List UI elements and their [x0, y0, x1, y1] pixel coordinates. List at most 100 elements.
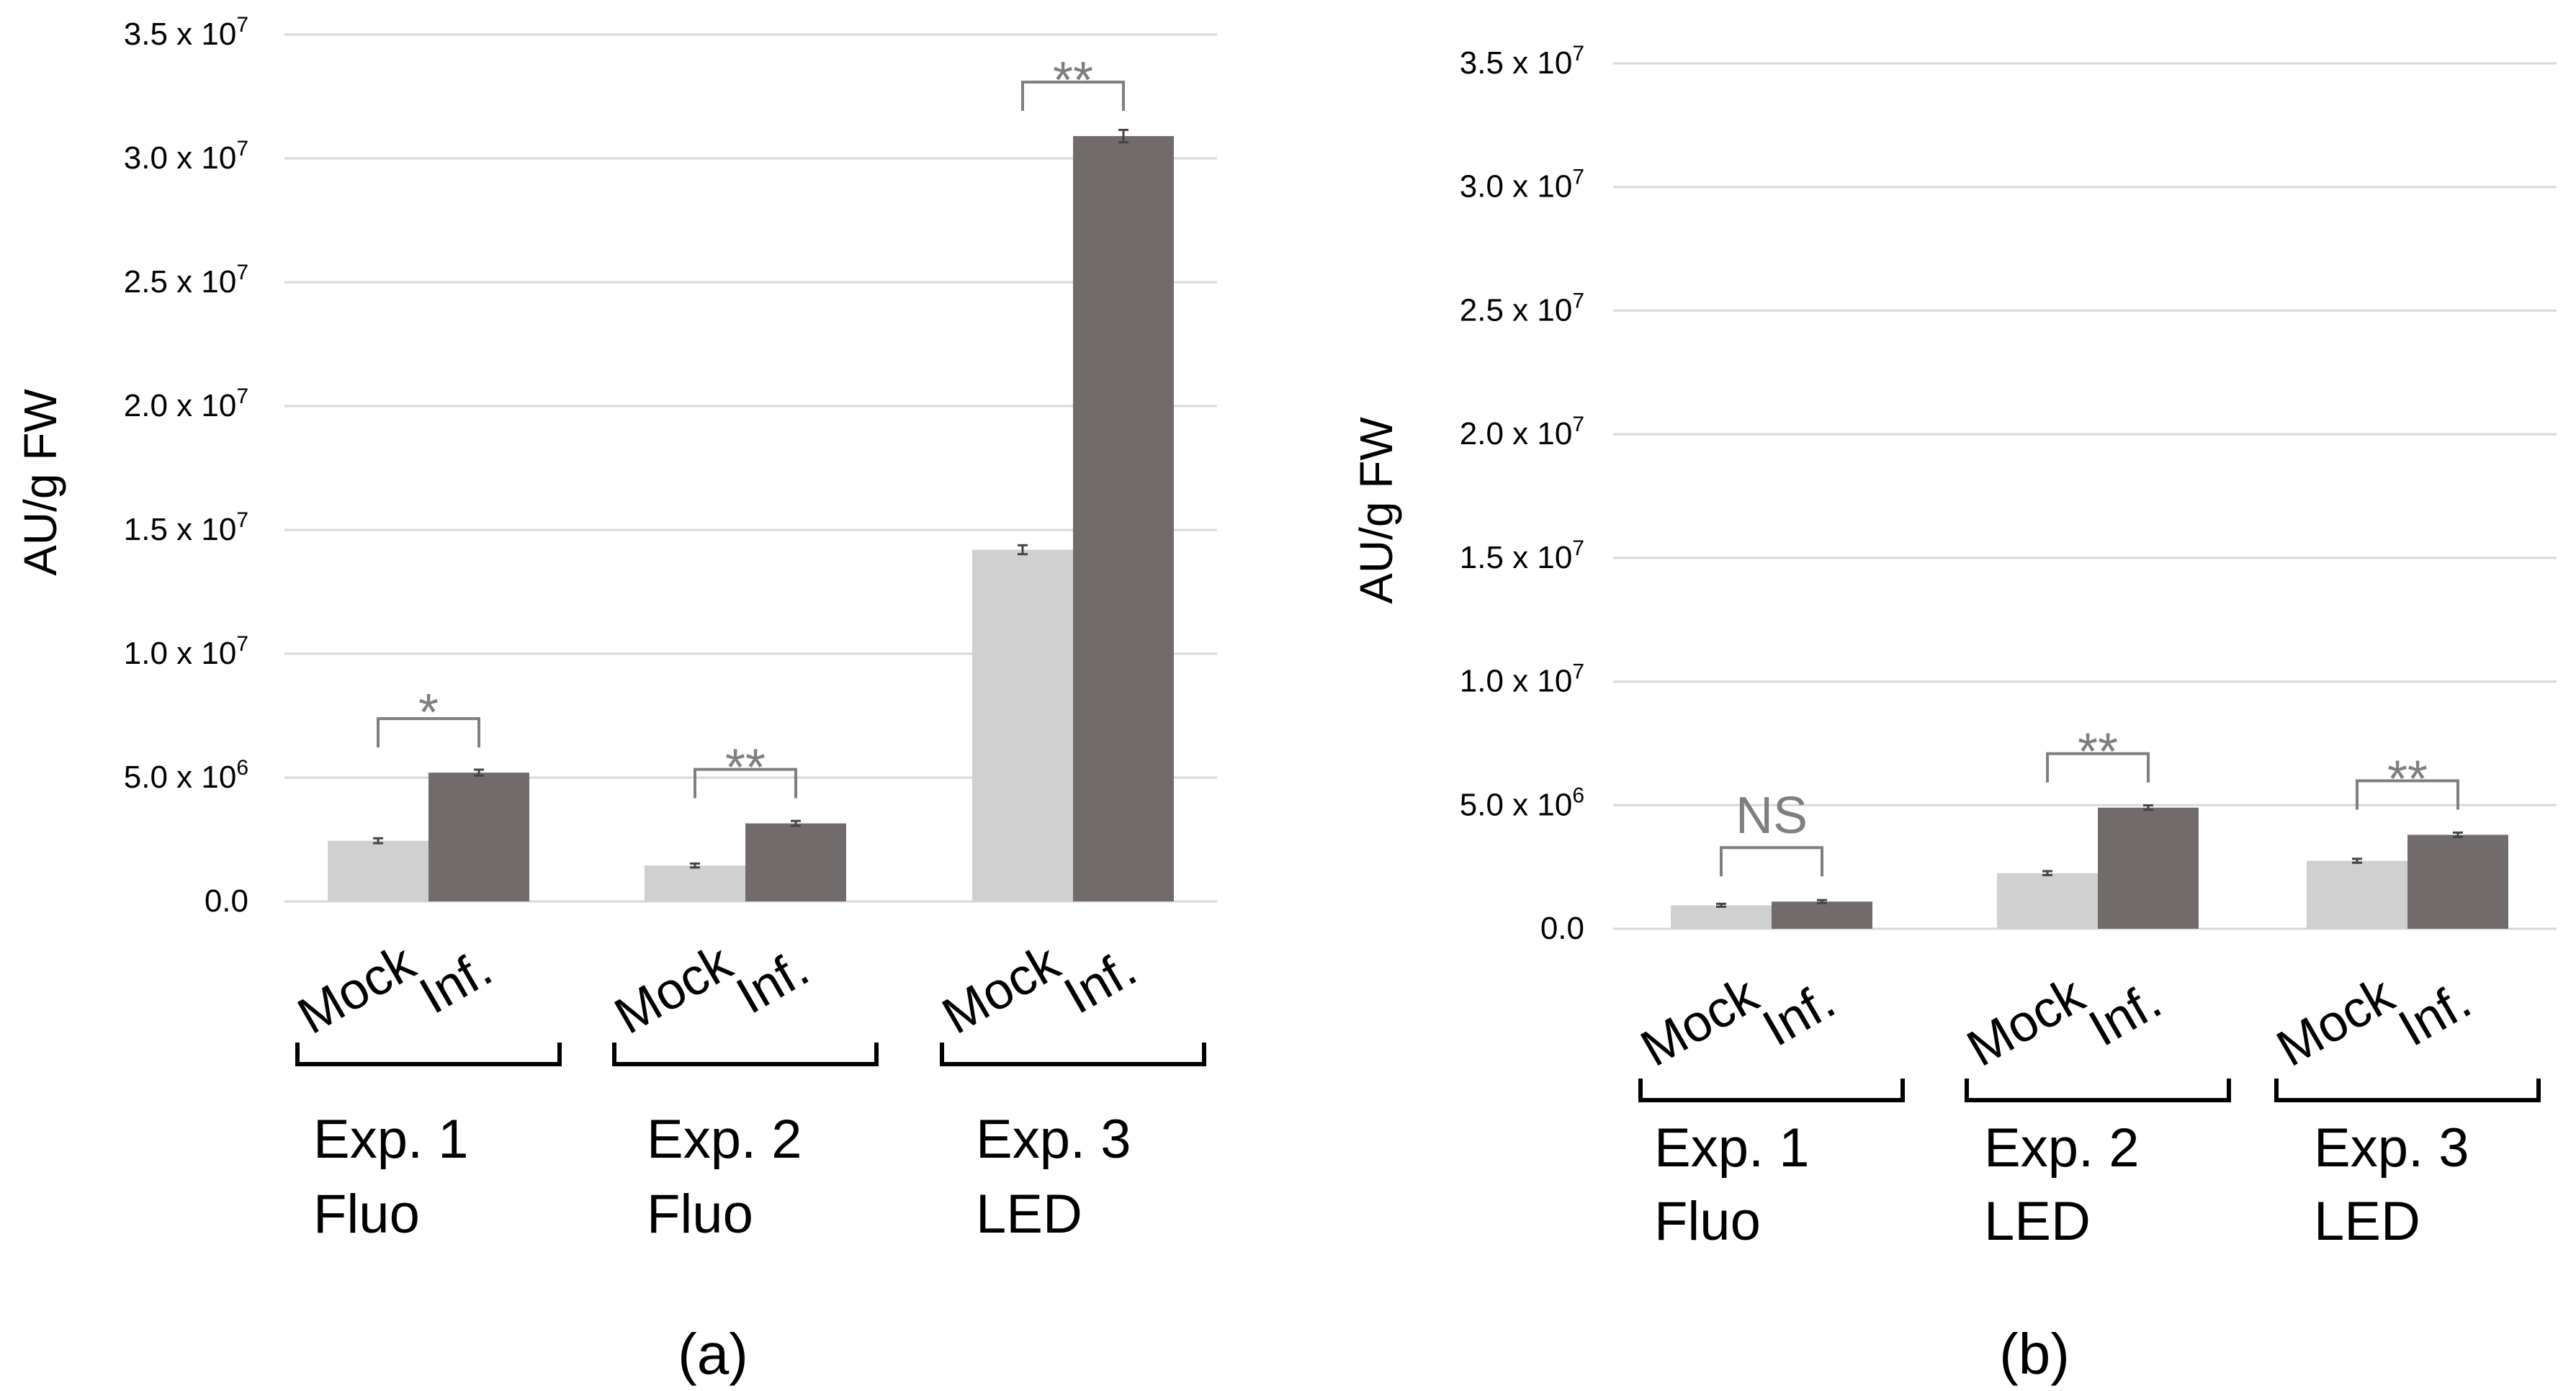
group-light: LED	[1984, 1191, 2091, 1252]
y-tick-label: 1.0 x 107	[1460, 660, 1584, 699]
group-light: LED	[976, 1184, 1082, 1245]
y-tick-mantissa: 1.0 x 10	[124, 636, 237, 671]
y-tick-mantissa: 5.0 x 10	[124, 760, 237, 795]
error-bar	[1118, 128, 1128, 144]
bar-mock	[972, 549, 1073, 901]
y-tick-exponent: 7	[236, 384, 248, 408]
group-light: Fluo	[1654, 1191, 1761, 1252]
group-bracket	[940, 1043, 1206, 1066]
significance-bracket	[1720, 846, 1823, 877]
group-bracket	[295, 1043, 562, 1066]
panel-label: (b)	[1999, 1322, 2070, 1386]
y-tick-exponent: 7	[236, 632, 248, 656]
y-tick-mantissa: 0.0	[1540, 911, 1584, 946]
category-label-inf: Inf.	[2080, 972, 2171, 1058]
bar-inf	[428, 773, 529, 901]
category-label-mock: Mock	[1632, 965, 1769, 1078]
y-tick-mantissa: 1.5 x 10	[1460, 540, 1573, 575]
group-light: Fluo	[647, 1184, 753, 1245]
significance-bracket	[2046, 752, 2150, 783]
error-bar	[2352, 857, 2362, 864]
category-label-inf: Inf.	[1055, 940, 1146, 1025]
y-tick-exponent: 7	[1572, 42, 1584, 66]
bar-inf	[745, 823, 846, 901]
y-tick-label: 2.5 x 107	[124, 261, 248, 300]
y-tick-label: 3.0 x 107	[1460, 166, 1584, 204]
category-label-inf: Inf.	[410, 940, 502, 1025]
y-tick-label: 0.0	[1540, 911, 1584, 946]
y-tick-mantissa: 3.0 x 10	[124, 140, 237, 176]
y-axis-label: AU/g FW	[1350, 417, 1402, 604]
significance-label: **	[725, 739, 766, 797]
bar-inf	[2407, 834, 2508, 929]
y-tick-mantissa: 1.5 x 10	[124, 512, 237, 547]
group-bracket	[612, 1043, 879, 1066]
y-tick-exponent: 7	[1572, 289, 1584, 312]
y-tick-label: 1.5 x 107	[1460, 536, 1584, 575]
category-label-inf: Inf.	[1754, 972, 1845, 1058]
y-tick-mantissa: 2.0 x 10	[1460, 416, 1573, 451]
bar-mock	[1997, 873, 2098, 929]
group-bracket	[1638, 1079, 1905, 1102]
y-tick-mantissa: 3.0 x 10	[1460, 169, 1573, 204]
significance-label: **	[1053, 52, 1093, 109]
y-tick-exponent: 7	[236, 508, 248, 532]
y-tick-exponent: 7	[236, 13, 248, 37]
error-bar	[1817, 899, 1827, 904]
bar-inf	[2098, 807, 2199, 929]
y-tick-label: 3.5 x 107	[124, 13, 248, 52]
bar-mock	[645, 865, 745, 901]
bar-inf	[1772, 901, 1872, 929]
group-name: Exp. 2	[647, 1109, 802, 1170]
y-tick-label: 1.0 x 107	[124, 632, 248, 671]
significance-label: *	[418, 684, 439, 742]
y-tick-mantissa: 3.5 x 10	[1460, 45, 1573, 81]
group-name: Exp. 2	[1984, 1117, 2139, 1179]
error-bar	[690, 862, 700, 869]
error-bar	[474, 768, 484, 777]
significance-bracket	[1021, 81, 1125, 112]
y-tick-exponent: 7	[236, 261, 248, 284]
significance-label: **	[2078, 724, 2118, 781]
y-tick-mantissa: 2.5 x 10	[124, 264, 237, 300]
y-tick-label: 5.0 x 106	[124, 756, 248, 795]
y-tick-exponent: 7	[236, 137, 248, 161]
bar-mock	[328, 840, 428, 901]
y-tick-label: 5.0 x 106	[1460, 783, 1584, 822]
group-name: Exp. 1	[313, 1109, 468, 1170]
y-tick-exponent: 7	[1572, 166, 1584, 189]
category-label-mock: Mock	[2268, 965, 2405, 1078]
bar-inf	[1073, 136, 1174, 901]
y-tick-exponent: 7	[1572, 413, 1584, 436]
category-label-mock: Mock	[933, 933, 1070, 1045]
y-tick-exponent: 7	[1572, 660, 1584, 684]
y-tick-mantissa: 2.0 x 10	[124, 388, 237, 423]
error-bar	[373, 837, 383, 845]
significance-bracket	[694, 767, 797, 798]
error-bar	[1716, 902, 1726, 908]
error-bar	[2453, 831, 2463, 839]
y-tick-label: 3.0 x 107	[124, 137, 248, 176]
category-label-mock: Mock	[289, 933, 426, 1045]
y-tick-label: 0.0	[205, 883, 248, 919]
y-tick-exponent: 7	[1572, 536, 1584, 560]
panel-label: (a)	[678, 1322, 748, 1386]
group-bracket	[1965, 1079, 2231, 1102]
y-axis-label: AU/g FW	[14, 389, 66, 576]
y-tick-mantissa: 2.5 x 10	[1460, 292, 1573, 328]
category-label-mock: Mock	[1958, 965, 2095, 1078]
y-tick-exponent: 6	[236, 756, 248, 780]
error-bar	[2143, 804, 2153, 811]
y-tick-label: 3.5 x 107	[1460, 42, 1584, 81]
bar-mock	[1671, 905, 1772, 929]
group-light: LED	[2314, 1191, 2420, 1252]
group-name: Exp. 3	[2314, 1117, 2469, 1179]
group-bracket	[2274, 1079, 2541, 1102]
significance-bracket	[2356, 779, 2459, 810]
group-light: Fluo	[313, 1184, 420, 1245]
y-tick-exponent: 6	[1572, 783, 1584, 807]
bar-mock	[2307, 860, 2407, 929]
